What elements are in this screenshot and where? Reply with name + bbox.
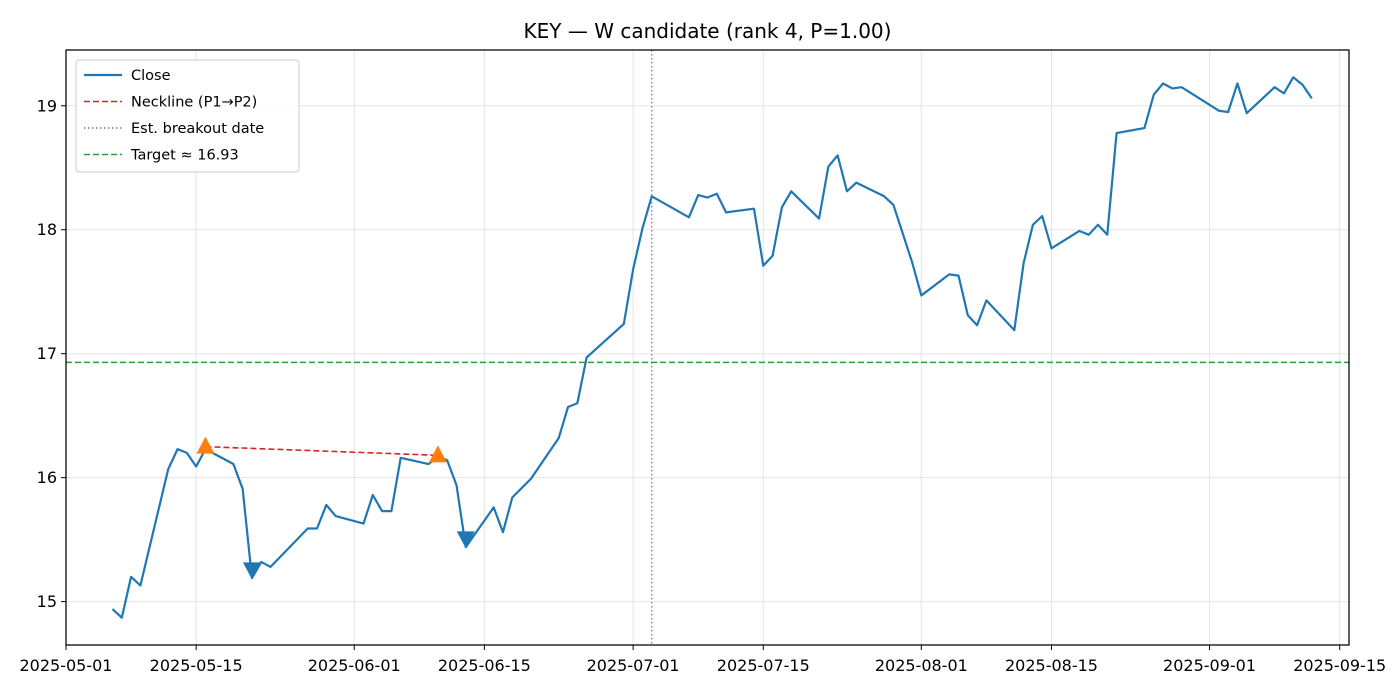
x-tick-label: 2025-06-15	[438, 656, 531, 675]
x-tick-label: 2025-05-15	[150, 656, 243, 675]
trough-marker	[242, 562, 261, 580]
x-tick-label: 2025-09-01	[1163, 656, 1256, 675]
y-tick-label: 19	[37, 96, 57, 115]
y-tick-label: 16	[37, 468, 57, 487]
x-tick-label: 2025-07-01	[587, 656, 680, 675]
y-tick-label: 18	[37, 220, 57, 239]
y-tick-label: 17	[37, 344, 57, 363]
series-line-neckline	[205, 445, 438, 457]
axes: 2025-05-01 2025-05-15 2025-06-01 2025-06-15…	[20, 96, 1387, 675]
y-tick-label: 15	[37, 592, 57, 611]
peak-marker	[428, 445, 447, 463]
plot-area	[66, 50, 1349, 645]
legend-label: Est. breakout date	[131, 121, 264, 137]
peak-marker	[196, 436, 215, 454]
plot-frame	[65, 49, 1350, 646]
legend: Close Neckline (P1→P2) Est. breakout date T…	[75, 59, 300, 173]
legend-box	[75, 59, 300, 173]
x-tick-label: 2025-08-15	[1005, 656, 1098, 675]
trough-marker	[456, 531, 475, 549]
series-line-close	[111, 76, 1313, 619]
legend-label: Close	[131, 68, 171, 84]
x-tick-label: 2025-09-15	[1293, 656, 1386, 675]
legend-label: Target ≈ 16.93	[130, 148, 239, 164]
x-tick-label: 2025-08-01	[875, 656, 968, 675]
x-tick-label: 2025-06-01	[308, 656, 401, 675]
grid	[65, 50, 1349, 645]
x-tick-label: 2025-07-15	[717, 656, 810, 675]
x-tick-label: 2025-05-01	[20, 656, 113, 675]
legend-label: Neckline (P1→P2)	[131, 95, 257, 111]
chart-title: KEY — W candidate (rank 4, P=1.00)	[524, 19, 892, 43]
